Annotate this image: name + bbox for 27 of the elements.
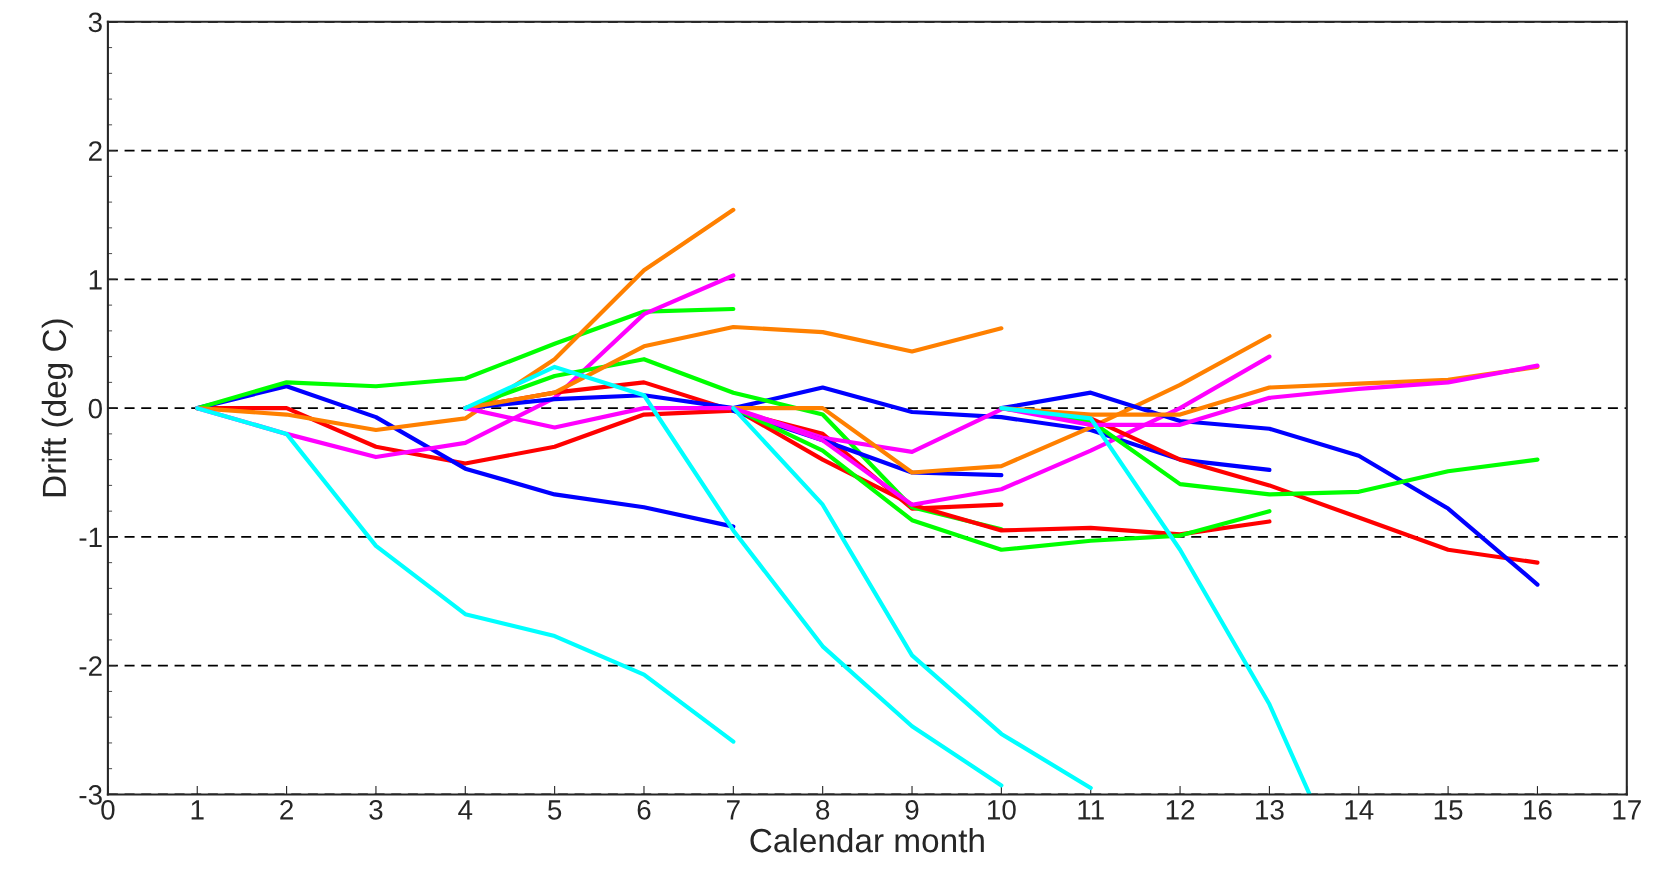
x-tick-label: 13	[1256, 800, 1284, 820]
x-tick-label: 5	[548, 800, 562, 820]
x-tick-label: 11	[1078, 800, 1104, 820]
x-tick-label: 8	[816, 800, 830, 820]
x-tick-label: 14	[1345, 800, 1374, 820]
x-tick-label: 16	[1524, 800, 1552, 820]
y-tick-label: -3	[79, 785, 102, 805]
y-tick-label: 0	[88, 398, 102, 419]
x-tick-label: 7	[727, 800, 740, 820]
y-tick-label: 1	[89, 270, 102, 290]
y-tick-label: 3	[88, 12, 102, 33]
x-tick-label: 4	[458, 800, 473, 820]
x-tick-label: 6	[637, 800, 651, 820]
y-tick-label: -1	[79, 527, 102, 547]
y-axis-title: Drift (deg C)	[41, 319, 73, 497]
x-tick-label: 1	[191, 800, 204, 820]
x-tick-label: 9	[905, 800, 919, 820]
y-tick-label: -2	[79, 656, 102, 676]
x-axis-title: Calendar month	[750, 827, 984, 853]
x-tick-label: 2	[280, 800, 293, 820]
x-tick-label: 10	[988, 800, 1016, 820]
x-tick-label: 12	[1166, 800, 1195, 820]
x-tick-label: 17	[1613, 800, 1641, 820]
x-tick-label: 0	[101, 800, 115, 820]
x-tick-label: 3	[369, 800, 383, 820]
y-tick-label: 2	[88, 141, 102, 161]
x-tick-label: 15	[1434, 800, 1463, 820]
